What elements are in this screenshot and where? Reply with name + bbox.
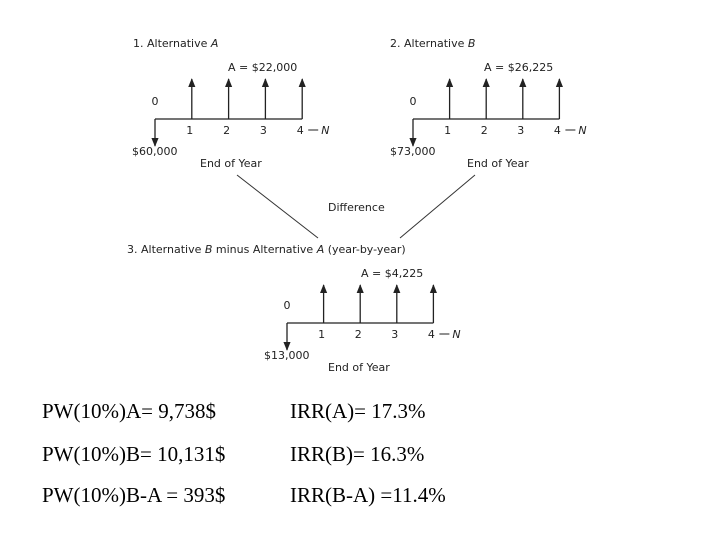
initial-label: $13,000 [264, 349, 310, 362]
horizon-label: N [452, 328, 460, 341]
connector [236, 174, 319, 239]
horizon-label: N [321, 124, 329, 137]
title-part: A [316, 243, 325, 256]
diagram-title: 2. Alternative B [390, 37, 475, 50]
result-text: PW(10%)B= 10,131$ [42, 442, 225, 466]
period-label: 3 [391, 328, 398, 341]
axis-label: End of Year [200, 157, 262, 170]
title-part: B [468, 37, 476, 50]
period-label: 2 [355, 328, 362, 341]
title-part: B [205, 243, 213, 256]
start-label: 0 [284, 299, 291, 312]
title-part: 2. Alternative [390, 37, 468, 50]
axis-label: End of Year [328, 361, 390, 374]
period-label: 4 [554, 124, 561, 137]
period-label: 3 [517, 124, 524, 137]
period-label: 4 [297, 124, 304, 137]
result-text: PW(10%)A= 9,738$ [42, 399, 216, 423]
difference-label: Difference [328, 201, 385, 214]
result-text: PW(10%)B-A = 393$ [42, 483, 225, 507]
title-part: A [210, 37, 219, 50]
period-label: 1 [318, 328, 325, 341]
period-label: 1 [186, 124, 193, 137]
start-label: 0 [152, 95, 159, 108]
period-label: 2 [481, 124, 488, 137]
connector [399, 174, 476, 239]
title-part: (year-by-year) [324, 243, 406, 256]
annuity-label: A = $22,000 [228, 61, 297, 74]
horizon-label: N [578, 124, 586, 137]
title-part: 1. Alternative [133, 37, 211, 50]
initial-label: $60,000 [132, 145, 178, 158]
axis-label: End of Year [467, 157, 529, 170]
annuity-label: A = $4,225 [361, 267, 423, 280]
title-part: minus Alternative [212, 243, 316, 256]
diagram-title: 1. Alternative A [133, 37, 218, 50]
title-part: 3. Alternative [127, 243, 205, 256]
results: PW(10%)A= 9,738$ IRR(A)= 17.3% PW(10%)B= 1… [42, 399, 446, 507]
period-label: 4 [428, 328, 435, 341]
annuity-label: A = $26,225 [484, 61, 553, 74]
result-text: IRR(B-A) =11.4% [290, 483, 446, 507]
result-text: IRR(A)= 17.3% [290, 399, 426, 423]
period-label: 3 [260, 124, 267, 137]
start-label: 0 [410, 95, 417, 108]
period-label: 2 [223, 124, 230, 137]
initial-label: $73,000 [390, 145, 436, 158]
period-label: 1 [444, 124, 451, 137]
diagram-title: 3. Alternative B minus Alternative A (ye… [127, 243, 406, 256]
result-text: IRR(B)= 16.3% [290, 442, 424, 466]
